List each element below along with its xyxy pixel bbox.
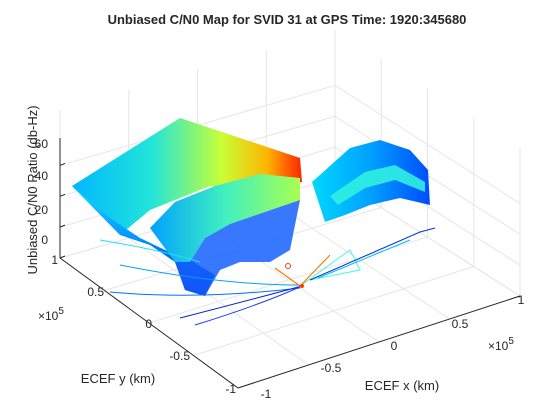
cn0-surface — [72, 118, 436, 326]
y-axis-label: ECEF y (km) — [81, 371, 155, 386]
receiver-origin-marker — [300, 284, 304, 288]
left-surface-ridge — [150, 174, 300, 262]
x-tick-0: 0 — [391, 339, 398, 353]
x-axis-line — [237, 295, 521, 389]
floor-contour-2 — [109, 287, 301, 296]
x-tick-0.5: 0.5 — [452, 317, 469, 331]
floor-contour-9 — [99, 239, 201, 263]
floor-grid-line-y — [128, 237, 309, 366]
y-tick-0.5: 0.5 — [87, 285, 104, 299]
floor-contour-4 — [194, 285, 303, 326]
z-tick-60: 60 — [35, 137, 49, 151]
left-surface-inner — [175, 200, 300, 296]
floor-contour-7 — [317, 239, 411, 279]
floor-contour-1 — [119, 264, 301, 286]
z-tick-20: 20 — [35, 203, 49, 217]
z-tick-mark — [59, 162, 66, 166]
receiver-marker — [285, 263, 291, 269]
chart-title: Unbiased C/N0 Map for SVID 31 at GPS Tim… — [108, 12, 467, 27]
x-axis-label: ECEF x (km) — [365, 378, 439, 393]
y-axis-line — [59, 257, 239, 389]
z-tick-mark — [59, 255, 66, 259]
z-tick-mark — [59, 193, 66, 197]
tick-labels: 0 20 40 60 1 0.5 0 -0.5 -1 -1 -0.5 0 0.5… — [35, 137, 525, 401]
floor-contour-6 — [309, 227, 436, 281]
y-multiplier: ×105 — [38, 306, 64, 323]
x-tick-minus-1: -1 — [261, 387, 272, 401]
floor-contour-3 — [179, 285, 303, 319]
side-wall-grid-z — [334, 85, 521, 204]
floor-grid-line-y — [265, 197, 450, 320]
y-tick-minus-1: -1 — [225, 382, 236, 396]
right-surface-ridge — [330, 165, 425, 205]
z-tick-0: 0 — [41, 233, 48, 247]
left-surface-top — [72, 118, 302, 235]
x-tick-minus-0.5: -0.5 — [321, 361, 342, 375]
y-tick-1: 1 — [51, 253, 58, 267]
y-tick-0: 0 — [145, 317, 152, 331]
z-tick-mark — [59, 224, 66, 228]
x-tick-1: 1 — [518, 293, 525, 307]
z-tick-40: 40 — [35, 169, 49, 183]
z-axis-label: Unbiased C/N0 Ratio (db-Hz) — [25, 105, 40, 274]
y-tick-minus-0.5: -0.5 — [169, 349, 190, 363]
x-multiplier: ×105 — [488, 336, 514, 353]
